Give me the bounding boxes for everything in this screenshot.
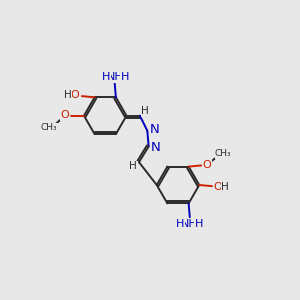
Text: O: O (214, 182, 223, 192)
Text: H: H (102, 72, 110, 82)
Text: H: H (129, 161, 137, 171)
Text: H: H (176, 219, 184, 229)
Text: H: H (121, 72, 129, 82)
Text: H: H (64, 90, 72, 100)
Text: CH₃: CH₃ (40, 123, 57, 132)
Text: O: O (61, 110, 69, 120)
Text: O: O (203, 160, 212, 170)
Text: H: H (141, 106, 149, 116)
Text: N: N (151, 141, 161, 154)
Text: N: N (150, 123, 160, 136)
Text: H: H (195, 219, 203, 229)
Text: NH: NH (107, 72, 124, 82)
Text: NH: NH (181, 219, 198, 229)
Text: O: O (70, 90, 80, 100)
Text: H: H (221, 182, 229, 192)
Text: CH₃: CH₃ (215, 149, 232, 158)
